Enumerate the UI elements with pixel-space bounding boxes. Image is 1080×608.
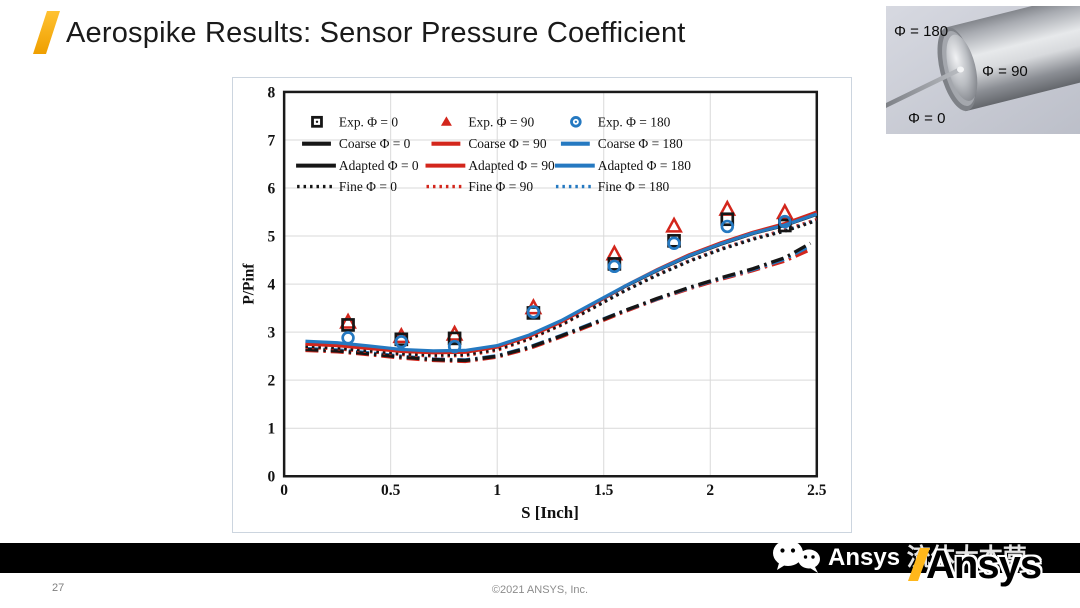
chart-legend: Coarse Φ = 90 Coarse Φ = 180 Coarse Φ = 0 F… bbox=[296, 114, 691, 194]
legend-label: Exp. Φ = 90 bbox=[468, 114, 534, 129]
legend-label: Fine Φ = 90 bbox=[468, 179, 533, 194]
ansys-logo-watermark: Ansys bbox=[907, 543, 1042, 587]
label-phi-0: Φ = 0 bbox=[908, 110, 945, 127]
aerospike-model-svg: Φ = 180 Φ = 90 Φ = 0 bbox=[886, 0, 1080, 134]
series-line-fine-0 bbox=[305, 219, 818, 357]
x-tick-label: 1 bbox=[493, 482, 501, 499]
legend-item: Adapted Φ = 0 bbox=[296, 158, 419, 173]
legend-label: Adapted Φ = 0 bbox=[339, 158, 419, 173]
wechat-icon bbox=[773, 539, 820, 573]
ansys-logo-text: Ansys bbox=[926, 543, 1042, 587]
x-tick-label: 0.5 bbox=[381, 482, 401, 499]
y-tick-label: 0 bbox=[267, 469, 275, 486]
legend-item: Fine Φ = 180 bbox=[555, 179, 670, 194]
series-line-coarse-1 bbox=[305, 247, 812, 364]
y-tick-label: 4 bbox=[267, 277, 275, 294]
label-phi-180: Φ = 180 bbox=[894, 23, 948, 40]
x-tick-label: 0 bbox=[280, 482, 288, 499]
label-phi-90: Φ = 90 bbox=[982, 63, 1028, 80]
legend-label: Coarse Φ = 90 bbox=[468, 136, 547, 151]
title-slash-icon bbox=[33, 11, 60, 54]
spike-needle bbox=[886, 67, 960, 108]
legend-item: Fine Φ = 90 bbox=[426, 179, 533, 194]
series-markers-circle bbox=[341, 214, 792, 354]
plot-border bbox=[282, 90, 819, 478]
series-line-coarse-0 bbox=[305, 241, 812, 363]
x-axis-title: S [Inch] bbox=[521, 503, 579, 522]
footer-bar bbox=[0, 543, 1080, 573]
legend-label: Exp. Φ = 0 bbox=[339, 114, 398, 129]
legend-label: Fine Φ = 180 bbox=[598, 179, 670, 194]
legend-item: Fine Φ = 0 bbox=[297, 179, 397, 194]
legend-item: Adapted Φ = 180 bbox=[554, 158, 691, 173]
y-tick-label: 3 bbox=[267, 325, 275, 342]
legend-item: Exp. Φ = 180 bbox=[570, 114, 671, 129]
aerospike-model-image: Φ = 180 Φ = 90 Φ = 0 bbox=[886, 0, 1080, 134]
legend-item: Coarse Φ = 0 bbox=[302, 136, 411, 151]
legend-label: Coarse Φ = 180 bbox=[598, 136, 683, 151]
spike-tip-highlight bbox=[957, 66, 964, 73]
page-number: 27 bbox=[52, 582, 65, 594]
wechat-text-en: Ansys bbox=[828, 544, 907, 571]
y-tick-label: 8 bbox=[267, 84, 275, 101]
y-tick-label: 1 bbox=[267, 421, 275, 438]
legend-label: Adapted Φ = 180 bbox=[598, 158, 691, 173]
y-tick-label: 7 bbox=[267, 132, 275, 149]
legend-label: Adapted Φ = 90 bbox=[468, 158, 555, 173]
y-tick-label: 5 bbox=[267, 229, 275, 246]
x-tick-label: 1.5 bbox=[594, 482, 614, 499]
x-tick-label: 2 bbox=[706, 482, 714, 499]
legend-item: Coarse Φ = 180 bbox=[560, 136, 683, 151]
plot-series bbox=[305, 199, 818, 364]
pressure-coefficient-chart: 0 0.5 1 1.5 2 2.5 0 1 2 3 4 5 6 7 8 Coarse Φ = 90 Coars… bbox=[232, 77, 852, 533]
series-line-coarse-2 bbox=[305, 244, 812, 362]
legend-label: Fine Φ = 0 bbox=[339, 179, 397, 194]
legend-item: Coarse Φ = 90 bbox=[431, 136, 547, 151]
axis-tick-labels: 0 0.5 1 1.5 2 2.5 0 1 2 3 4 5 6 7 8 bbox=[267, 84, 826, 499]
legend-item: Exp. Φ = 90 bbox=[440, 114, 535, 129]
page-title: Aerospike Results: Sensor Pressure Coeff… bbox=[66, 17, 686, 49]
y-axis-title: P/Pinf bbox=[240, 263, 257, 305]
series-line-adapted-2 bbox=[305, 212, 818, 353]
legend-item: Exp. Φ = 0 bbox=[311, 114, 398, 129]
y-tick-label: 2 bbox=[267, 373, 275, 390]
legend-label: Exp. Φ = 180 bbox=[598, 114, 671, 129]
legend-label: Coarse Φ = 0 bbox=[339, 136, 411, 151]
legend-item: Adapted Φ = 90 bbox=[425, 158, 555, 173]
x-tick-label: 2.5 bbox=[807, 482, 827, 499]
copyright-text: ©2021 ANSYS, Inc. bbox=[491, 584, 589, 596]
y-tick-label: 6 bbox=[267, 180, 275, 197]
